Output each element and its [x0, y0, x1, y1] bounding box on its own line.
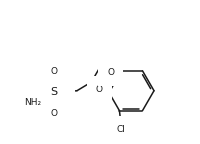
Text: O: O — [50, 67, 57, 76]
Text: O: O — [96, 86, 103, 94]
Text: NH: NH — [53, 88, 66, 97]
Text: S: S — [50, 87, 57, 97]
Text: O: O — [50, 109, 57, 118]
Text: NH₂: NH₂ — [24, 98, 41, 107]
Text: O: O — [107, 68, 114, 77]
Text: Cl: Cl — [116, 125, 125, 134]
